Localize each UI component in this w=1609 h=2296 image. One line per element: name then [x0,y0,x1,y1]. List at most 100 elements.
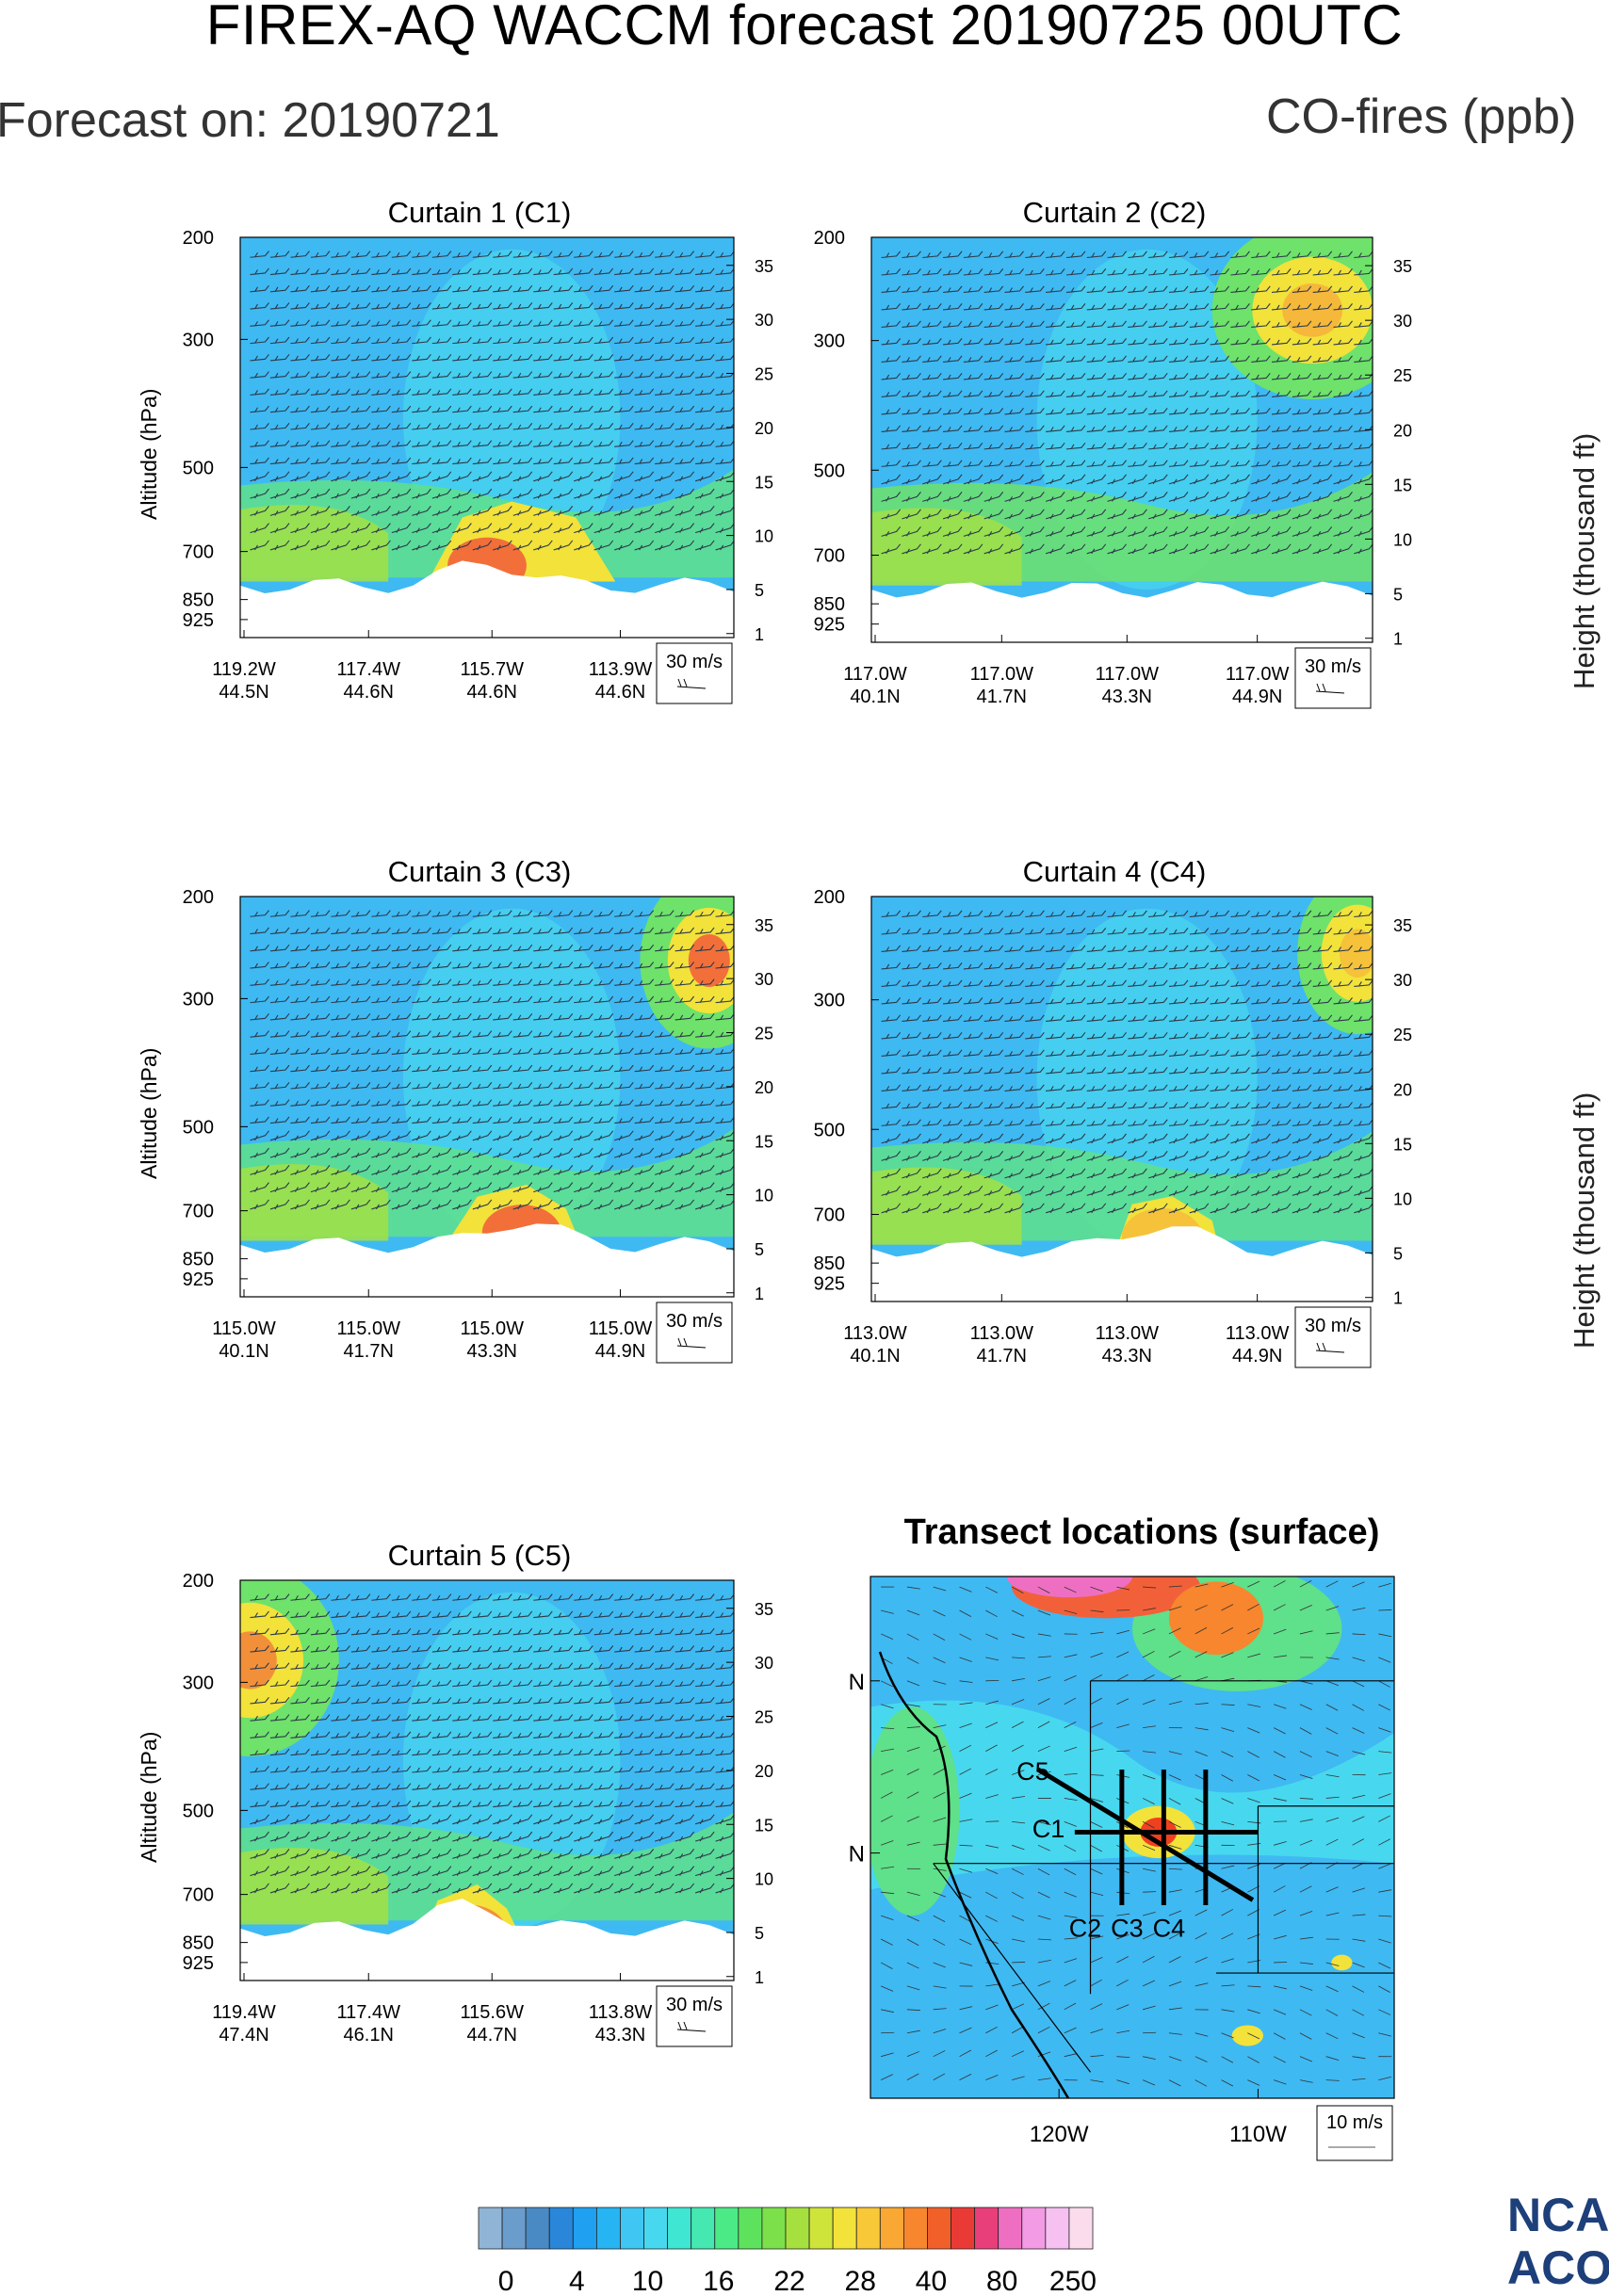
map-wind-vector [1064,1915,1078,1918]
map-wind-vector [880,1791,893,1799]
map-wind-vector [1247,1909,1260,1916]
wind-barb [654,488,674,499]
wind-barb [412,1064,431,1073]
wind-barb [1004,492,1024,502]
xtick-lat: 41.7N [344,1341,394,1362]
wind-barb [695,1099,715,1107]
wind-barb [553,1766,574,1773]
wind-barb [1210,509,1230,520]
wind-barb [1004,962,1024,970]
wind-barb [574,1714,593,1722]
wind-barb [512,1627,533,1636]
wind-barb [1065,460,1086,467]
wind-barb [412,1047,431,1055]
wind-barb [943,979,963,988]
wind-barb [1189,962,1210,970]
wind-barb [715,440,734,447]
wind-barb [250,1030,269,1038]
wind-barb [614,523,634,534]
wind-barb [1189,1014,1210,1022]
wind-barb [371,1182,391,1193]
wind-barb [331,388,350,396]
wind-barb [371,1883,391,1894]
wind-barb [655,1012,674,1021]
wind-barb [493,1610,512,1619]
wind-barb [250,1849,269,1859]
wind-barb [593,1849,614,1859]
wind-barb [614,1199,634,1210]
wind-barb [310,488,331,499]
wind-barb [1128,1084,1147,1091]
wind-barb [350,1783,371,1790]
wind-barb [512,1047,533,1055]
wind-barb [1168,372,1189,380]
map-wind-vector [1325,1838,1339,1846]
wind-barb [493,440,512,447]
wind-barb [391,995,412,1004]
wind-barb [371,927,391,935]
wind-barb [1210,962,1230,970]
wind-barb [371,1099,391,1107]
wind-barb [553,540,574,551]
wind-barb [290,1731,310,1738]
wind-barb [1251,543,1271,555]
wind-barb [1168,1168,1189,1179]
wind-barb [574,1047,593,1055]
colorbar-label: 250 [1049,2266,1097,2296]
wind-barb [634,1714,655,1722]
map-wind-vector [1116,1698,1130,1706]
wind-barb [1004,509,1024,520]
wind-barb [310,1199,331,1210]
wind-barb [331,1783,350,1790]
wind-barb [331,405,350,413]
wind-barb [493,1030,512,1038]
wind-barb [250,1883,269,1894]
wind-barb [1065,997,1086,1005]
wind-barb [1046,338,1065,346]
map-wind-vector [881,1891,895,1895]
wind-barb [1333,1185,1353,1196]
wind-barb [1333,320,1353,329]
map-wind-vector [1273,1885,1286,1893]
colorbar-swatch [927,2207,951,2250]
map-wind-vector [1299,2009,1312,2016]
map-wind-vector [985,2004,999,2011]
wind-barb [593,1199,614,1210]
wind-barb [412,506,431,516]
wind-barb [614,1645,634,1653]
wind-barb [1230,442,1250,450]
wind-barb [1148,910,1168,918]
wind-barb [1107,1066,1128,1075]
map-wind-vector [1168,1606,1182,1611]
wind-barb [533,927,553,935]
wind-barb [512,405,533,413]
wind-barb [655,1047,674,1055]
wind-barb [922,355,942,363]
wind-barb [1128,1066,1147,1075]
wind-barb [1128,320,1147,329]
wind-barb [922,407,942,415]
wind-barb [431,336,452,345]
wind-barb [1107,407,1128,415]
wind-barb [1189,509,1210,520]
wind-barb [431,944,452,952]
wind-barb [350,1831,371,1842]
wind-barb [694,1831,715,1842]
wind-barb [371,540,391,551]
wind-barb [1148,1151,1168,1161]
wind-barb [1292,1049,1312,1057]
wind-barb [1292,460,1312,467]
wind-barb [715,336,734,345]
wind-barb [593,336,614,345]
wind-barb [553,1116,574,1124]
upper-plume-core [1282,283,1343,337]
wind-barb [1312,303,1333,311]
map-green-west [870,1706,960,1916]
map-wind-vector [1352,2056,1366,2060]
map-wind-vector [1064,1697,1077,1706]
wind-barb [269,1800,290,1808]
wind-barb [533,284,553,293]
map-wind-vector [906,1791,919,1799]
wind-barb [634,336,655,345]
wind-barb [715,1766,734,1773]
